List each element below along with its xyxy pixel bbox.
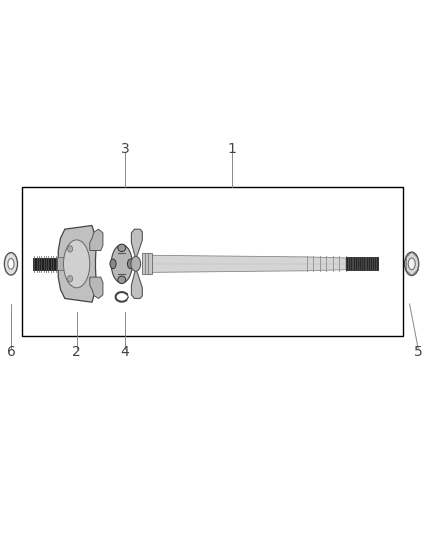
Text: 5: 5 [414,345,423,359]
Ellipse shape [405,252,419,276]
Polygon shape [152,255,346,272]
Polygon shape [131,229,142,259]
Polygon shape [90,229,103,251]
Text: 2: 2 [72,345,81,359]
Ellipse shape [127,259,134,269]
Ellipse shape [118,244,126,252]
Polygon shape [90,277,103,298]
Polygon shape [58,225,96,302]
Ellipse shape [67,276,73,282]
Ellipse shape [131,256,141,271]
Bar [57,257,65,270]
Ellipse shape [8,259,14,269]
Ellipse shape [111,245,132,283]
Ellipse shape [64,240,90,288]
Text: 4: 4 [120,345,129,359]
Text: 3: 3 [120,142,129,156]
Ellipse shape [118,276,126,284]
Bar [22,187,403,336]
Bar [346,257,378,270]
Bar [33,258,57,270]
Polygon shape [131,269,142,298]
Ellipse shape [4,253,18,275]
Ellipse shape [67,246,73,252]
Text: 6: 6 [7,345,15,359]
Text: 1: 1 [228,142,237,156]
Ellipse shape [110,259,116,269]
Ellipse shape [408,258,415,270]
Bar [142,253,152,274]
